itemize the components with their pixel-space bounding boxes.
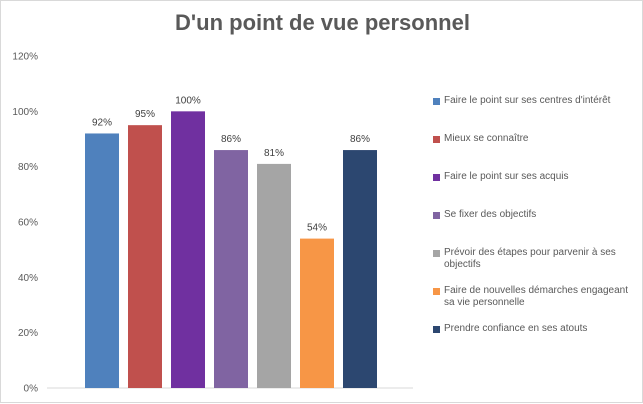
legend-label: Prendre confiance en ses atouts (444, 323, 588, 334)
legend-swatch (433, 326, 440, 333)
bar (343, 150, 377, 388)
y-tick-label: 0% (24, 384, 39, 395)
chart-title: D'un point de vue personnel (175, 10, 470, 35)
y-tick-label: 80% (18, 162, 38, 173)
bar (300, 238, 334, 388)
bar-value-label: 54% (307, 223, 327, 234)
bar-value-label: 100% (175, 95, 201, 106)
legend-swatch (433, 136, 440, 143)
legend-item: Prendre confiance en ses atouts (433, 323, 638, 335)
legend-label: Faire de nouvelles démarches engageant s… (444, 285, 629, 308)
bar-value-label: 95% (135, 109, 155, 120)
y-tick-label: 40% (18, 273, 38, 284)
bar-value-label: 86% (221, 134, 241, 145)
legend-label: Mieux se connaître (444, 133, 529, 144)
bar (171, 111, 205, 388)
bar (85, 133, 119, 388)
legend-swatch (433, 288, 440, 295)
legend-swatch (433, 250, 440, 257)
bar (128, 125, 162, 389)
legend-label: Se fixer des objectifs (444, 209, 537, 220)
y-tick-label: 20% (18, 328, 38, 339)
legend-item: Prévoir des étapes pour parvenir à ses o… (433, 247, 638, 271)
legend-label: Faire le point sur ses centres d'intérêt (444, 95, 611, 106)
legend-item: Se fixer des objectifs (433, 209, 638, 221)
y-tick-label: 100% (12, 107, 38, 118)
bar-value-label: 81% (264, 148, 284, 159)
y-tick-label: 60% (18, 218, 38, 229)
legend-item: Mieux se connaître (433, 133, 638, 145)
bar (257, 163, 291, 388)
legend-label: Prévoir des étapes pour parvenir à ses o… (444, 247, 616, 270)
bar-value-label: 86% (350, 134, 370, 145)
legend-item: Faire le point sur ses acquis (433, 171, 638, 183)
bar (214, 150, 248, 388)
y-tick-label: 120% (12, 52, 38, 63)
legend-item: Faire de nouvelles démarches engageant s… (433, 285, 638, 309)
legend-swatch (433, 212, 440, 219)
legend-swatch (433, 98, 440, 105)
legend-item: Faire le point sur ses centres d'intérêt (433, 95, 638, 107)
legend-label: Faire le point sur ses acquis (444, 171, 569, 182)
legend-swatch (433, 174, 440, 181)
bar-value-label: 92% (92, 117, 112, 128)
